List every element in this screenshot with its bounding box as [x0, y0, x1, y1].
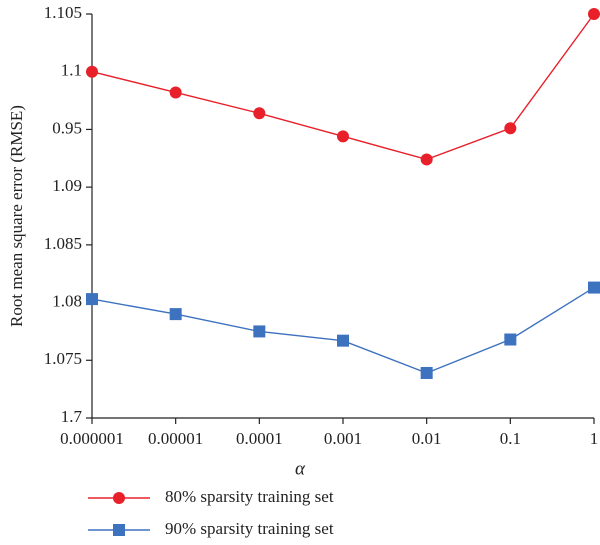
marker [253, 107, 266, 120]
x-tick-label: 0.1 [500, 429, 521, 448]
y-tick-label: 1.085 [44, 234, 82, 253]
x-tick-label: 1 [590, 429, 599, 448]
y-axis-label: Root mean square error (RMSE) [7, 105, 26, 327]
x-tick-label: 0.001 [324, 429, 362, 448]
y-tick-label: 1.7 [61, 407, 83, 426]
y-tick-label: 1.09 [52, 176, 82, 195]
marker [504, 122, 517, 135]
marker [420, 153, 433, 166]
marker [86, 293, 98, 306]
marker [86, 65, 98, 78]
marker [337, 334, 349, 347]
y-tick-label: 0.95 [52, 118, 82, 137]
marker [588, 8, 600, 20]
legend-label: 80% sparsity training set [165, 487, 334, 506]
marker [588, 281, 600, 294]
y-tick-label: 1.105 [44, 3, 82, 22]
legend-marker [113, 524, 125, 536]
legend-marker [113, 492, 125, 504]
x-axis-label: α [295, 458, 306, 479]
marker [169, 86, 182, 99]
marker [169, 308, 182, 321]
marker [420, 366, 433, 379]
marker [504, 333, 517, 346]
x-tick-label: 0.00001 [148, 429, 203, 448]
marker [337, 130, 349, 143]
x-tick-label: 0.000001 [60, 429, 124, 448]
y-tick-label: 1.075 [44, 349, 82, 368]
x-tick-label: 0.0001 [236, 429, 283, 448]
marker [253, 325, 266, 338]
x-tick-label: 0.01 [412, 429, 442, 448]
legend-label: 90% sparsity training set [165, 519, 334, 538]
series-line [91, 286, 595, 374]
y-tick-label: 1.1 [61, 61, 82, 80]
y-tick-label: 1.08 [52, 291, 82, 310]
